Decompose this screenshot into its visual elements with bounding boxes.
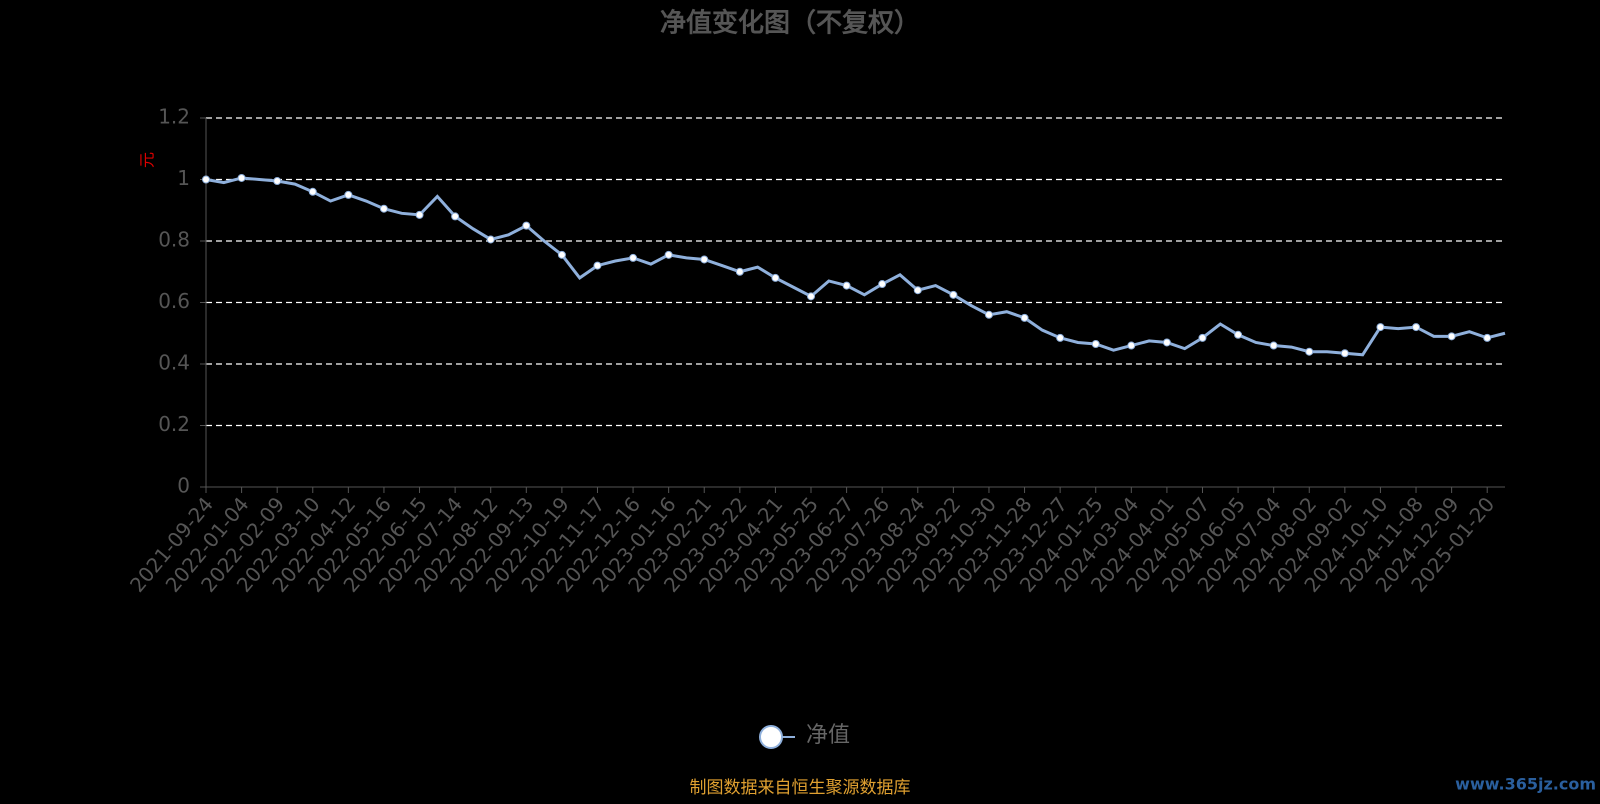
point-marker: [1412, 323, 1421, 332]
point-marker: [593, 261, 602, 270]
source-note: 制图数据来自恒生聚源数据库: [690, 778, 911, 798]
point-marker: [842, 281, 851, 290]
point-marker: [273, 177, 282, 186]
y-tick-label: 0.8: [158, 228, 190, 252]
point-marker: [379, 204, 388, 213]
point-marker: [1091, 340, 1100, 349]
point-marker: [415, 210, 424, 219]
point-marker: [344, 190, 353, 199]
point-marker: [202, 175, 210, 184]
point-marker: [308, 187, 317, 196]
point-marker: [1234, 330, 1243, 339]
legend-marker: [759, 725, 783, 749]
point-marker: [1056, 333, 1065, 342]
point-marker: [807, 292, 816, 301]
watermark: www.365jz.com: [1455, 775, 1596, 794]
point-marker: [1127, 341, 1136, 350]
point-marker: [557, 250, 566, 259]
point-marker: [913, 286, 922, 295]
series-line: [205, 176, 1506, 357]
y-axis-label: 元: [138, 152, 157, 168]
legend-label[interactable]: 净值: [806, 723, 850, 748]
point-marker: [700, 255, 709, 264]
point-marker: [522, 221, 531, 230]
point-marker: [451, 212, 460, 221]
point-marker: [1483, 333, 1492, 342]
point-marker: [1020, 313, 1029, 322]
point-marker: [486, 235, 495, 244]
point-marker: [1447, 332, 1456, 341]
point-marker: [629, 253, 638, 262]
y-tick-label: 0.4: [158, 351, 190, 375]
point-marker: [771, 273, 780, 282]
point-marker: [664, 250, 673, 259]
point-marker: [1162, 338, 1171, 347]
y-tick-label: 0: [177, 474, 190, 498]
y-tick-label: 0.2: [158, 412, 190, 436]
point-marker: [878, 280, 887, 289]
point-marker: [1198, 333, 1207, 342]
point-marker: [1340, 349, 1349, 358]
point-marker: [984, 310, 993, 319]
point-marker: [1376, 323, 1385, 332]
y-tick-label: 1: [177, 166, 190, 190]
point-marker: [1305, 347, 1314, 356]
y-tick-label: 1.2: [158, 105, 190, 129]
point-marker: [237, 173, 246, 182]
point-marker: [949, 290, 958, 299]
y-tick-label: 0.6: [158, 289, 190, 313]
chart-title: 净值变化图（不复权）: [660, 8, 920, 39]
point-marker: [1269, 341, 1278, 350]
point-marker: [735, 267, 744, 276]
